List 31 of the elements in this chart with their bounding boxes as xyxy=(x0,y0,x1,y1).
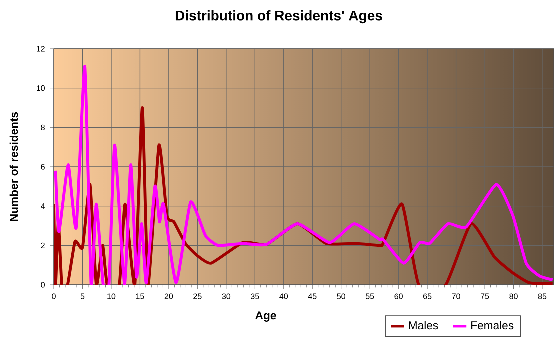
y-axis-title: Number of residents xyxy=(10,112,18,222)
x-tick-label: 15 xyxy=(136,294,144,300)
line-series xyxy=(54,65,554,285)
x-tick-label: 60 xyxy=(394,294,403,300)
x-tick-label: 25 xyxy=(194,294,202,300)
x-tick-label: 5 xyxy=(80,294,85,300)
y-tick-label: 6 xyxy=(41,164,45,170)
x-axis-title: Age xyxy=(256,312,276,322)
x-tick-label: 30 xyxy=(222,294,231,300)
y-tick-label: 4 xyxy=(41,204,46,210)
legend-label: Females xyxy=(472,321,514,330)
x-tick-label: 65 xyxy=(424,294,432,300)
x-tick-label: 85 xyxy=(538,294,547,300)
x-tick-label: 40 xyxy=(280,294,288,300)
legend-label: Males xyxy=(409,321,438,330)
x-tick-label: 45 xyxy=(308,294,317,300)
y-tick-label: 2 xyxy=(41,242,45,248)
x-tick-label: 70 xyxy=(452,294,460,300)
x-tick-label: 80 xyxy=(510,294,518,300)
y-tick-label: 10 xyxy=(37,85,45,92)
y-tick-label: 0 xyxy=(41,282,45,288)
x-tick-label: 50 xyxy=(337,294,346,300)
y-tick-label: 8 xyxy=(41,124,45,130)
chart-title: Distribution of Residents' Ages xyxy=(176,10,382,24)
x-tick-label: 55 xyxy=(366,294,374,300)
x-tick-label: 0 xyxy=(52,294,56,300)
x-tick-label: 10 xyxy=(108,294,116,300)
x-tick-label: 35 xyxy=(251,294,260,300)
x-tick-label: 75 xyxy=(480,294,490,300)
y-tick-label: 12 xyxy=(37,46,45,52)
x-tick-label: 20 xyxy=(164,294,174,300)
